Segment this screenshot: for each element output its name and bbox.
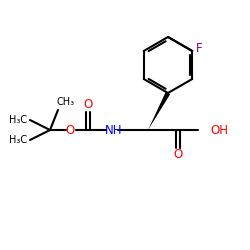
Polygon shape — [148, 92, 170, 130]
Text: H₃C: H₃C — [9, 135, 27, 145]
Text: O: O — [84, 98, 92, 112]
Text: O: O — [66, 124, 74, 136]
Text: OH: OH — [210, 124, 228, 136]
Text: H₃C: H₃C — [9, 115, 27, 125]
Text: NH: NH — [105, 124, 123, 136]
Text: O: O — [174, 148, 182, 162]
Text: F: F — [196, 42, 202, 56]
Text: CH₃: CH₃ — [57, 97, 75, 107]
